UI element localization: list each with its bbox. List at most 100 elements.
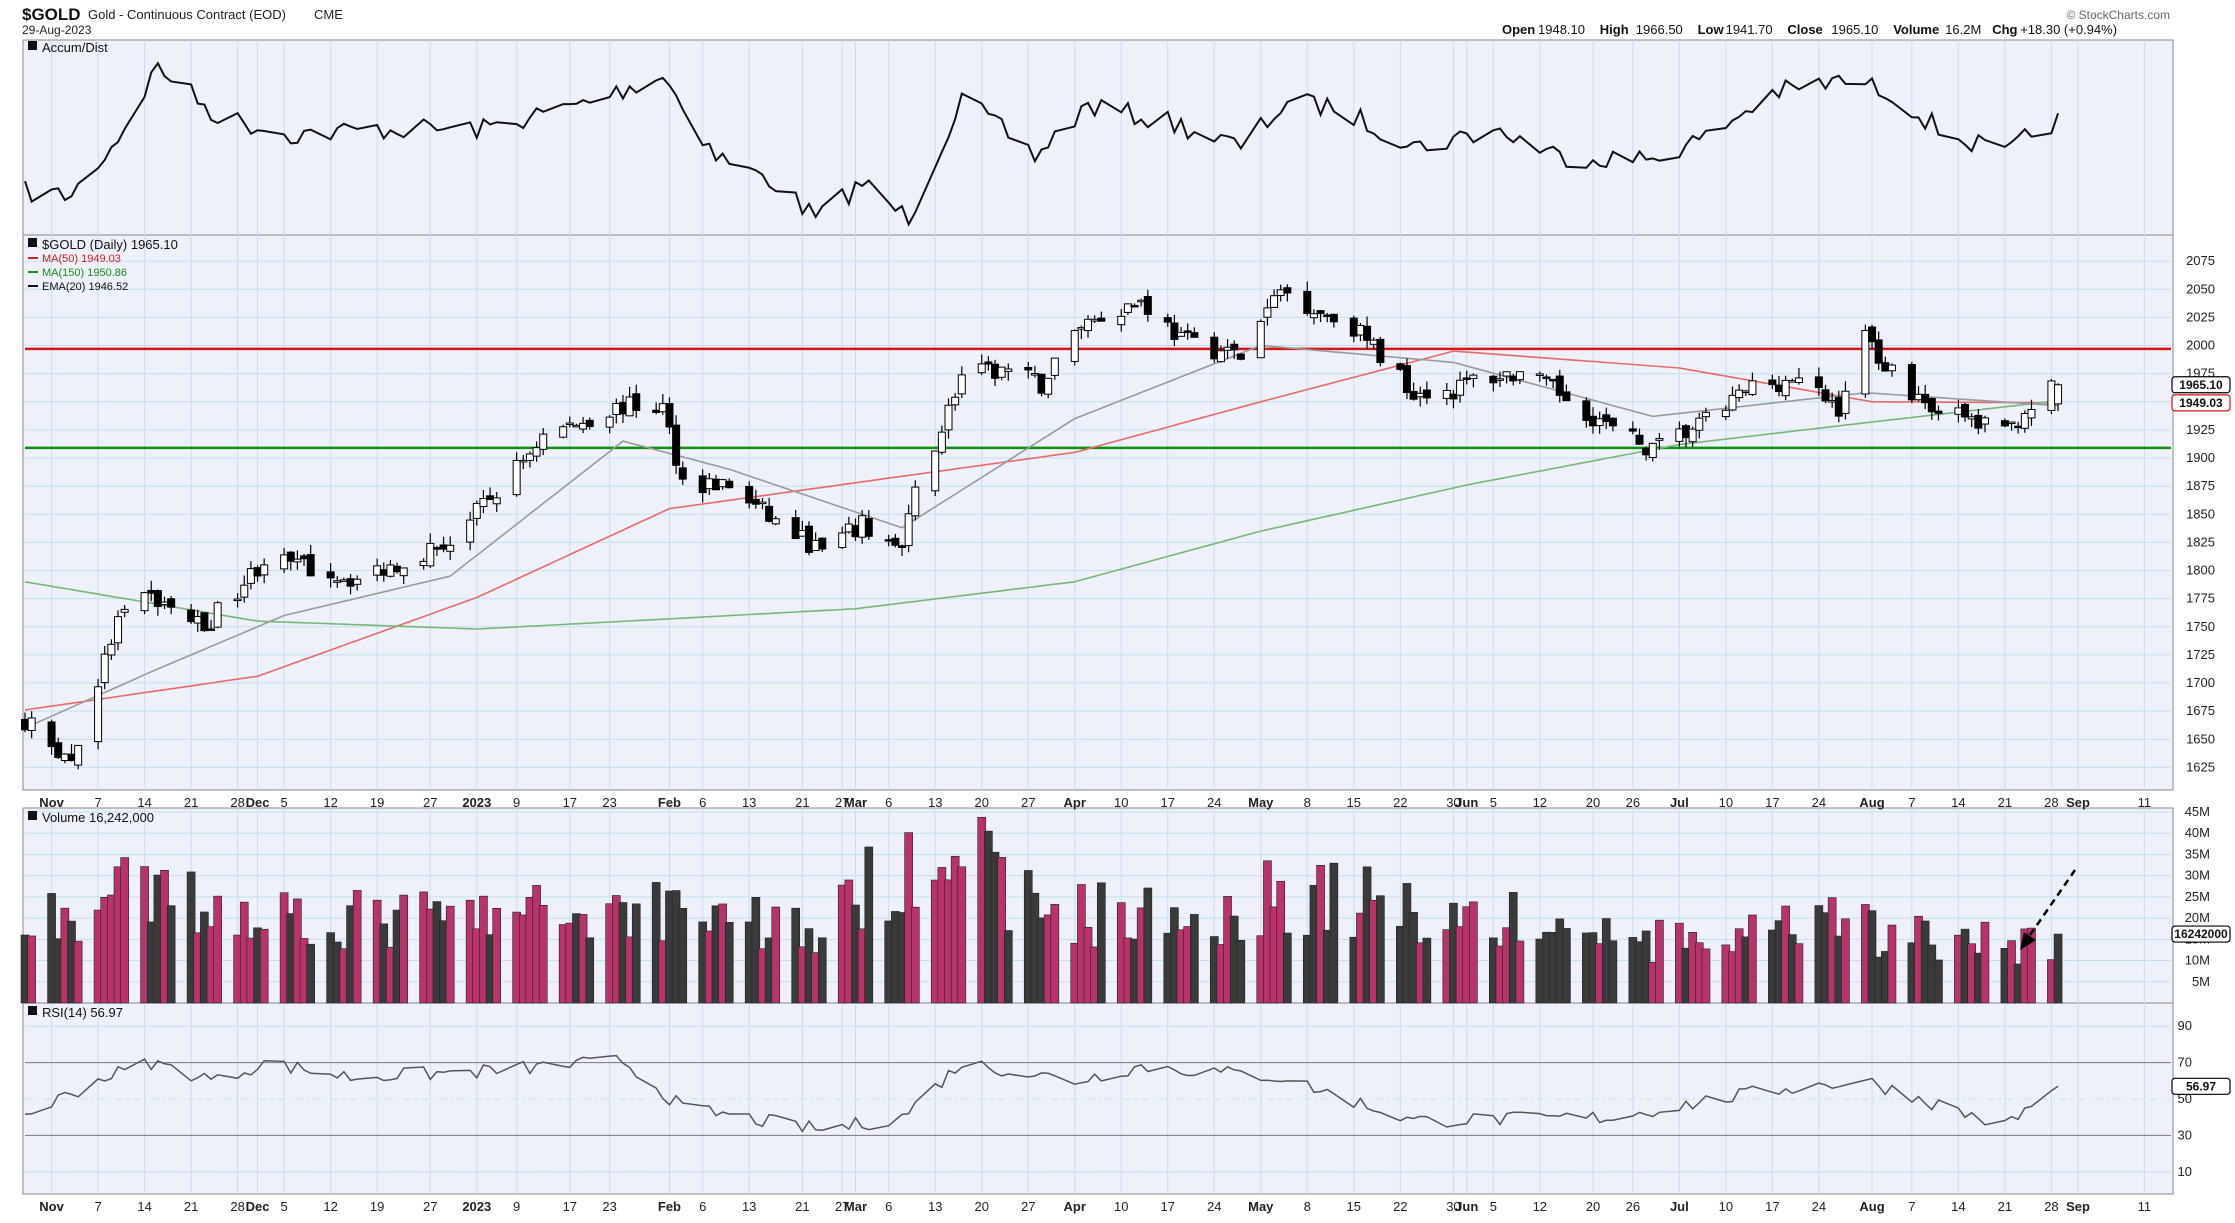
quote-value-1: 1966.50: [1636, 22, 1683, 37]
candle-body: [187, 609, 196, 623]
candle-body: [1177, 331, 1186, 337]
x-tick-label-35-0: 12: [1533, 795, 1547, 810]
candle-body: [519, 459, 528, 463]
grid-lines: [25, 40, 2171, 1194]
volume-bar: [1701, 948, 1711, 1004]
price-tick-label-11: 1800: [2186, 563, 2215, 578]
x-tick-label-44-1: 14: [1951, 1199, 1965, 1214]
candle-body: [379, 569, 388, 576]
candle-body: [1143, 296, 1152, 315]
x-tick-label-31-1: 22: [1393, 1199, 1407, 1214]
x-tick-label-29-0: 8: [1304, 795, 1311, 810]
candle-body: [1469, 374, 1478, 379]
volume-tick-label-0: 45M: [2185, 804, 2210, 819]
candle-body: [1701, 411, 1710, 418]
price-panel: [22, 234, 2174, 791]
candle-body: [711, 478, 720, 491]
volume-tick-label-4: 25M: [2185, 889, 2210, 904]
x-tick-label-27-1: 24: [1207, 1199, 1221, 1214]
volume-bar: [817, 937, 827, 1004]
candle-body: [1030, 372, 1039, 376]
accum-dist-panel: [22, 39, 2174, 236]
candle-body: [479, 498, 488, 507]
candle-body: [1416, 392, 1425, 398]
price-tick-label-3: 2000: [2186, 338, 2215, 353]
candle-body: [1814, 376, 1823, 389]
description-label: Gold - Continuous Contract (EOD): [88, 7, 286, 22]
x-tick-label-17-1: 21: [795, 1199, 809, 1214]
x-tick-label-35-1: 12: [1533, 1199, 1547, 1214]
candle-body: [193, 616, 202, 624]
candle-body: [54, 742, 63, 759]
volume-bar: [120, 857, 129, 1004]
candle-body: [492, 497, 501, 505]
candle-body: [665, 403, 674, 428]
x-tick-label-20-1: 6: [885, 1199, 892, 1214]
x-tick-label-33-0: Jun: [1455, 795, 1478, 810]
x-tick-label-47-0: Sep: [2066, 795, 2090, 810]
x-tick-label-18-0: 27: [835, 795, 849, 810]
x-tick-label-47-1: Sep: [2066, 1199, 2090, 1214]
candle-body: [1070, 330, 1079, 362]
candle-body: [1422, 389, 1431, 399]
candle-body: [532, 447, 541, 457]
candle-body: [1961, 403, 1970, 418]
volume-bar: [1794, 943, 1804, 1004]
candle-body: [765, 505, 774, 522]
candle-body: [1681, 425, 1690, 439]
candle-body: [1921, 393, 1930, 404]
x-tick-label-22-0: 20: [974, 795, 988, 810]
candle-body: [213, 602, 222, 628]
candle-body: [1582, 400, 1591, 421]
x-tick-label-16-0: 13: [742, 795, 756, 810]
candle-body: [1735, 389, 1744, 398]
x-tick-label-16-1: 13: [742, 1199, 756, 1214]
x-tick-label-6-1: 5: [280, 1199, 287, 1214]
x-tick-label-37-0: 26: [1626, 795, 1640, 810]
x-tick-label-39-0: 10: [1719, 795, 1733, 810]
x-tick-label-12-1: 17: [563, 1199, 577, 1214]
volume-bar: [1887, 924, 1897, 1004]
candle-body: [1741, 390, 1750, 394]
candle-body: [1608, 417, 1617, 427]
candle-body: [1123, 303, 1132, 313]
candle-body: [1562, 391, 1571, 402]
candle-body: [698, 475, 707, 494]
volume-bar: [1236, 939, 1246, 1004]
candle-body: [280, 554, 289, 570]
candle-body: [353, 578, 362, 585]
candle-body: [1163, 317, 1172, 323]
x-tick-label-18-1: 27: [835, 1199, 849, 1214]
candle-body: [486, 495, 495, 500]
candle-body: [705, 478, 714, 490]
price-tick-label-14: 1725: [2186, 647, 2215, 662]
candle-body: [114, 616, 123, 644]
x-tick-label-14-1: Feb: [658, 1199, 681, 1214]
x-tick-label-13-0: 23: [602, 795, 616, 810]
price-legend: $GOLD (Daily) 1965.10: [42, 237, 178, 252]
candle-body: [1542, 376, 1551, 380]
candle-body: [572, 424, 581, 428]
candle-body: [393, 565, 402, 573]
candle-body: [1688, 428, 1697, 443]
x-tick-label-2-1: 14: [137, 1199, 151, 1214]
volume-value-tag: 16242000: [2174, 927, 2228, 941]
symbol-label: $GOLD: [22, 5, 81, 24]
volume-bar: [631, 903, 641, 1004]
ma-line-1: [24, 400, 2059, 630]
last-price-tag-box: [2171, 376, 2231, 394]
price-tick-label-13: 1750: [2186, 619, 2215, 634]
rsi-tick-label-3: 30: [2178, 1127, 2192, 1142]
candle-body: [1768, 379, 1777, 386]
x-tick-label-30-0: 15: [1347, 795, 1361, 810]
x-tick-label-44-0: 14: [1951, 795, 1965, 810]
candle-body: [977, 363, 986, 374]
candle-body: [1097, 317, 1106, 322]
x-tick-label-9-0: 27: [423, 795, 437, 810]
x-tick-label-39-1: 10: [1719, 1199, 1733, 1214]
candle-body: [1170, 322, 1179, 340]
candle-body: [1396, 363, 1405, 370]
volume-value-tag-box: [2171, 925, 2231, 943]
ma-value-tag: 1949.03: [2179, 396, 2223, 410]
x-tick-label-32-1: 30: [1446, 1199, 1460, 1214]
